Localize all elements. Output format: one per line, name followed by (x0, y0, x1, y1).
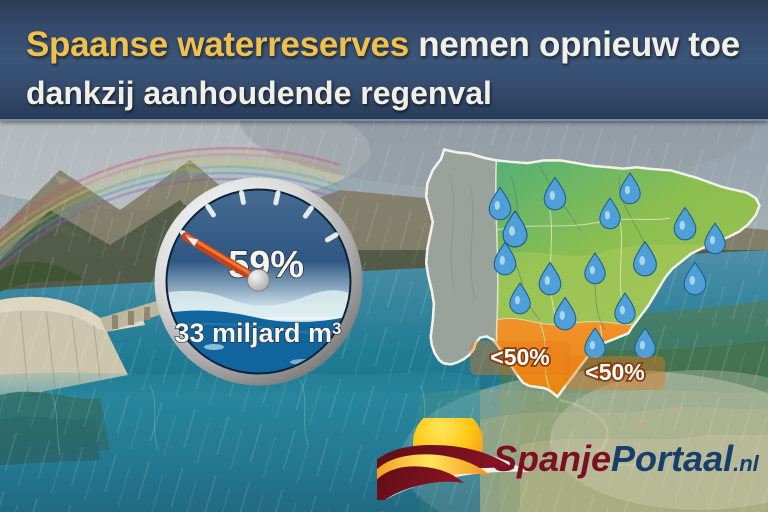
svg-text:<50%: <50% (585, 359, 644, 385)
svg-text:<50%: <50% (490, 344, 549, 370)
